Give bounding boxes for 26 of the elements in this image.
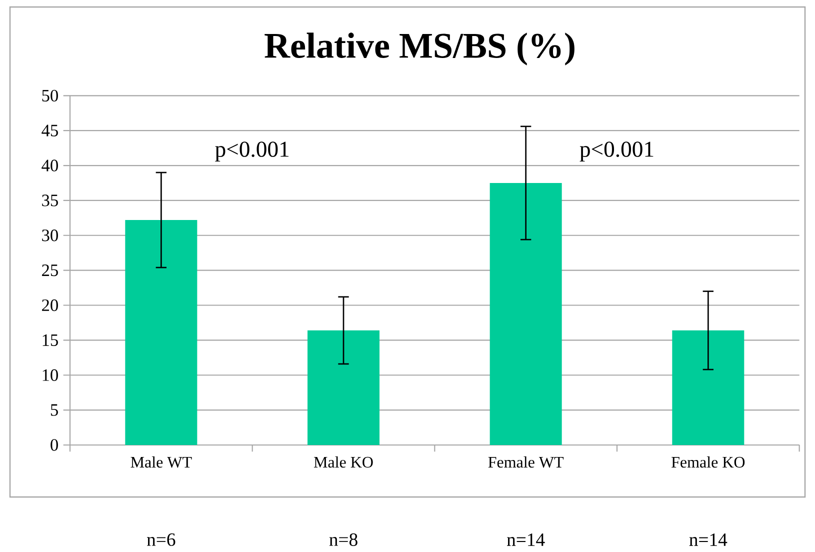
bar: [125, 220, 198, 445]
y-tick-label: 40: [42, 160, 58, 172]
x-tick-label: Female WT: [488, 456, 564, 468]
y-tick-label: 20: [42, 299, 58, 312]
y-tick-label: 35: [42, 194, 58, 206]
y-tick-label: 25: [42, 264, 58, 276]
y-tick-label: 45: [42, 124, 58, 136]
y-tick-label: 15: [42, 334, 58, 346]
x-tick-label: Female KO: [672, 456, 745, 468]
annotation: p<0.001: [215, 142, 289, 162]
text: n=6: [146, 533, 176, 546]
bar: [308, 330, 380, 445]
bar: [490, 183, 562, 445]
y-tick-label: 10: [42, 369, 58, 381]
bar: [672, 330, 744, 445]
annotation: p<0.001: [580, 142, 654, 162]
x-tick-label: Male WT: [130, 456, 192, 468]
y-tick-label: 50: [42, 90, 58, 102]
text: n=14: [689, 533, 728, 546]
x-tick-label: Male KO: [314, 456, 373, 468]
y-tick-label: 30: [42, 230, 58, 242]
chart-title: Relative MS/BS (%): [264, 32, 574, 66]
text: n=8: [329, 533, 358, 546]
y-tick-label: 5: [50, 404, 58, 416]
text: n=14: [506, 533, 545, 546]
y-tick-label: 0: [50, 439, 58, 451]
